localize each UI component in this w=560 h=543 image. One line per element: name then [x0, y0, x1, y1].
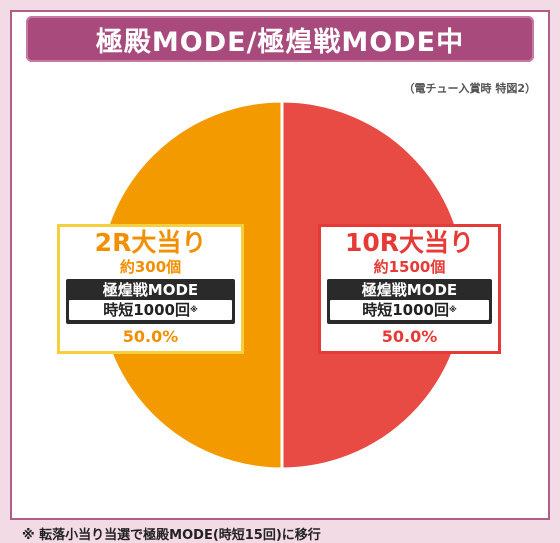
slice-label-box-10r: 10R大当り 約1500個 極煌戦MODE 時短1000回※ 50.0% — [318, 224, 501, 354]
slice-percent: 50.0% — [122, 327, 179, 346]
footnote: ※ 転落小当り当選で極殿MODE(時短15回)に移行 — [22, 528, 321, 543]
footnote-mark: ※ — [189, 305, 198, 314]
jitan-text: 時短1000回 — [362, 301, 449, 319]
footnote-mark: ※ — [448, 305, 457, 314]
slice-percent: 50.0% — [381, 327, 438, 346]
jitan-count: 時短1000回※ — [330, 300, 489, 320]
slice-payout: 約1500個 — [373, 258, 446, 276]
mode-panel: 極煌戦MODE 時短1000回※ — [66, 279, 235, 324]
jitan-text: 時短1000回 — [103, 301, 190, 319]
page-title: 極殿MODE/極煌戦MODE中 — [26, 16, 534, 62]
condition-note: （電チュー入賞時 特図2） — [403, 82, 536, 95]
slice-title: 10R大当り — [344, 228, 475, 257]
slice-label-box-2r: 2R大当り 約300個 極煌戦MODE 時短1000回※ 50.0% — [57, 224, 244, 354]
mode-name: 極煌戦MODE — [102, 281, 199, 299]
slice-title: 2R大当り — [94, 228, 207, 257]
mode-name: 極煌戦MODE — [361, 281, 458, 299]
jitan-count: 時短1000回※ — [69, 300, 232, 320]
mode-panel: 極煌戦MODE 時短1000回※ — [327, 279, 492, 324]
slice-payout: 約300個 — [119, 258, 182, 276]
